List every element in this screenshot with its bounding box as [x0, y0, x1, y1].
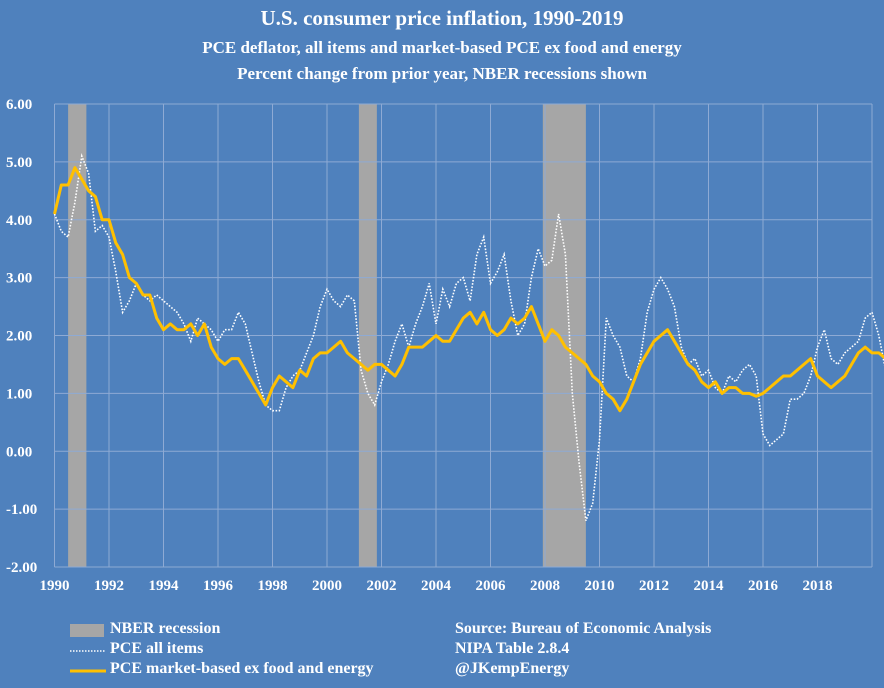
y-tick-label: 2.00 [6, 329, 32, 345]
x-tick-label: 2016 [748, 578, 779, 594]
gridlines [54, 103, 873, 568]
solid-line-icon [68, 660, 108, 680]
y-tick-label: 3.00 [6, 271, 32, 287]
y-tick-label: 4.00 [6, 213, 32, 229]
x-tick-label: 2004 [421, 578, 452, 594]
series-lines [53, 153, 884, 521]
y-tick-label: -2.00 [6, 560, 37, 576]
table-reference: NIPA Table 2.8.4 [455, 640, 570, 657]
x-tick-label: 1992 [94, 578, 124, 594]
chart-title: U.S. consumer price inflation, 1990-2019 [260, 6, 624, 30]
x-tick-label: 2002 [367, 578, 397, 594]
legend: NBER recession PCE all items PCE market-… [68, 618, 448, 684]
chart-subtitle: PCE deflator, all items and market-based… [202, 38, 682, 57]
recession-swatch-icon [68, 620, 108, 640]
x-tick-label: 1996 [203, 578, 234, 594]
y-tick-label: 1.00 [6, 386, 32, 402]
y-tick-label: 5.00 [6, 155, 32, 171]
dotted-line-icon [68, 640, 108, 660]
x-axis-ticks: 1990 1992 1994 1996 1998 2000 2002 2004 2006 2008… [40, 578, 833, 594]
legend-label: NBER recession [110, 620, 221, 637]
author-handle: @JKempEnergy [455, 660, 570, 677]
y-tick-label: 6.00 [6, 97, 32, 113]
chart-canvas: 6.00 5.00 4.00 3.00 2.00 1.00 0.00 -1.00 -2.00 1… [6, 97, 884, 594]
y-axis-ticks: 6.00 5.00 4.00 3.00 2.00 1.00 0.00 -1.00 -2.00 [6, 97, 37, 576]
x-tick-label: 2008 [530, 578, 560, 594]
chart-subtitle-2: Percent change from prior year, NBER rec… [237, 64, 647, 83]
x-tick-label: 2012 [639, 578, 669, 594]
y-tick-label: -1.00 [6, 502, 37, 518]
x-tick-label: 1994 [149, 578, 180, 594]
y-tick-label: 0.00 [6, 444, 32, 460]
source-line: Source: Bureau of Economic Analysis [455, 620, 712, 637]
x-tick-label: 2006 [476, 578, 507, 594]
legend-label: PCE market-based ex food and energy [110, 660, 374, 677]
x-tick-label: 1998 [258, 578, 288, 594]
x-tick-label: 2014 [694, 578, 725, 594]
x-tick-label: 2000 [312, 578, 342, 594]
x-tick-label: 2010 [585, 578, 615, 594]
x-tick-label: 1990 [40, 578, 70, 594]
series-line-pce-core [53, 166, 884, 413]
series-line-pce-all-items [53, 153, 884, 521]
legend-label: PCE all items [110, 640, 204, 657]
x-tick-label: 2018 [803, 578, 833, 594]
